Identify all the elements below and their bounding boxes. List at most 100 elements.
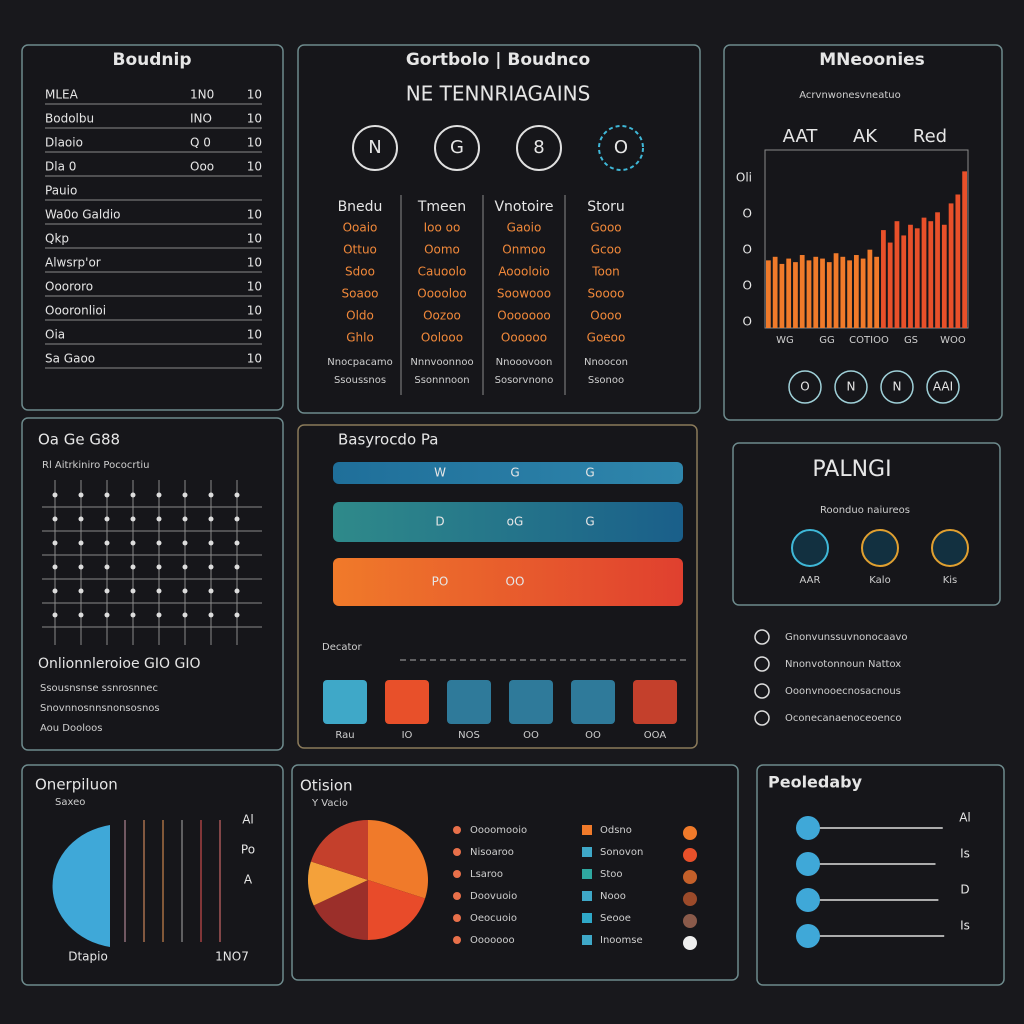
legend-entry: Odsno [600, 825, 632, 836]
note: Nnooovoon [496, 357, 553, 368]
legend-entry: Sonovon [600, 847, 643, 858]
dot [182, 492, 188, 498]
dot [104, 564, 110, 570]
panel-title: Gortbolo | Boudnco [406, 50, 590, 70]
bar-label: Is [960, 919, 970, 933]
column-header: Storu [587, 199, 625, 215]
bar [766, 260, 771, 328]
tile-label: IO [402, 730, 413, 741]
legend-dot [683, 892, 697, 906]
x-label: WOO [940, 335, 966, 346]
note: Aou Dooloos [40, 723, 102, 734]
panel [756, 764, 1005, 986]
bar [948, 203, 954, 328]
icon-label: 8 [533, 137, 544, 158]
dot [52, 588, 58, 594]
bar-label: Al [959, 811, 971, 825]
legend-swatch [453, 936, 461, 944]
chart-subtitle: Acrvnwonesvneatuo [799, 90, 900, 101]
panel-title: Peoledaby [768, 773, 863, 792]
bar [881, 230, 886, 328]
legend-dot [683, 914, 697, 928]
bar [894, 221, 900, 328]
note: Nnnvoonnoo [410, 357, 473, 368]
icon-label: N [893, 380, 902, 394]
note: Snovnnosnnsnonsosnos [40, 703, 160, 714]
cell: Ottuo [343, 243, 377, 257]
icon [788, 370, 822, 404]
bottom-label: 1NO7 [215, 950, 249, 964]
panel [297, 44, 701, 414]
x-label: COTIOO [849, 335, 889, 346]
panel-title: Basyrocdo Pa [338, 431, 438, 449]
cell: Toon [591, 265, 620, 279]
legend-dot [683, 848, 697, 862]
bar [820, 258, 825, 328]
tile [571, 680, 615, 724]
row-text: INO [190, 112, 212, 126]
row-text: Nnonvotonnoun Nattox [785, 659, 901, 670]
legend-entry: Oooomooio [470, 825, 527, 836]
dot [234, 612, 240, 618]
icon [352, 125, 398, 171]
plot-area [764, 149, 969, 329]
bar-label: Is [960, 847, 970, 861]
side-label: Al [242, 813, 254, 827]
bullet [754, 710, 770, 726]
tile-label: Rau [335, 730, 354, 741]
bar [779, 263, 785, 328]
note: Ssonnnoon [414, 375, 469, 386]
dot [104, 588, 110, 594]
y-label: O [743, 315, 752, 329]
dot [52, 492, 58, 498]
dot [234, 564, 240, 570]
row-text: Pauio [45, 184, 77, 198]
dot [130, 540, 136, 546]
icon [926, 370, 960, 404]
legend-swatch [582, 935, 592, 945]
cell: Aoooloio [498, 265, 549, 279]
panel-title: Onerpiluon [35, 776, 118, 794]
icon-label: N [368, 137, 381, 158]
dot [234, 540, 240, 546]
bar [840, 256, 846, 328]
legend-entry: Ooooooo [470, 935, 515, 946]
panel-subtitle: Saxeo [55, 797, 85, 808]
icon [834, 370, 868, 404]
cell: Ooaio [343, 221, 378, 235]
bar [826, 262, 832, 328]
dot [130, 612, 136, 618]
bar [908, 224, 913, 328]
legend-swatch [453, 870, 461, 878]
bar-label: OO [506, 575, 525, 589]
cell: Oomo [424, 243, 460, 257]
bar [786, 258, 792, 328]
tile-label: NOS [458, 730, 480, 741]
y-label: Oli [736, 171, 752, 185]
dot [130, 588, 136, 594]
icon [598, 125, 644, 171]
icon-label: O [614, 137, 628, 158]
row-text: 1N0 [190, 88, 214, 102]
legend-entry: Inoomse [600, 935, 643, 946]
row-text: Gnonvunssuvnonocaavo [785, 632, 908, 643]
bar-label: G [510, 466, 519, 480]
tile [385, 680, 429, 724]
panel-subtitle: NE TENNRIAGAINS [406, 82, 591, 106]
bar-label: G [585, 466, 594, 480]
bar [772, 256, 778, 328]
dot [208, 564, 214, 570]
cell: Onmoo [502, 243, 545, 257]
note: Ssoussnos [334, 375, 386, 386]
panel [21, 417, 284, 751]
row-text: MLEA [45, 88, 79, 102]
legend-swatch [582, 869, 592, 879]
row-text: Qkp [45, 232, 69, 246]
row-text: Oconecanaenoceoenco [785, 713, 902, 724]
bar [962, 171, 967, 328]
tile [447, 680, 491, 724]
cell: Goeoo [587, 331, 626, 345]
lollipop-head [796, 816, 820, 840]
section-label: Decator [322, 642, 363, 653]
row-text: Q 0 [190, 136, 211, 150]
